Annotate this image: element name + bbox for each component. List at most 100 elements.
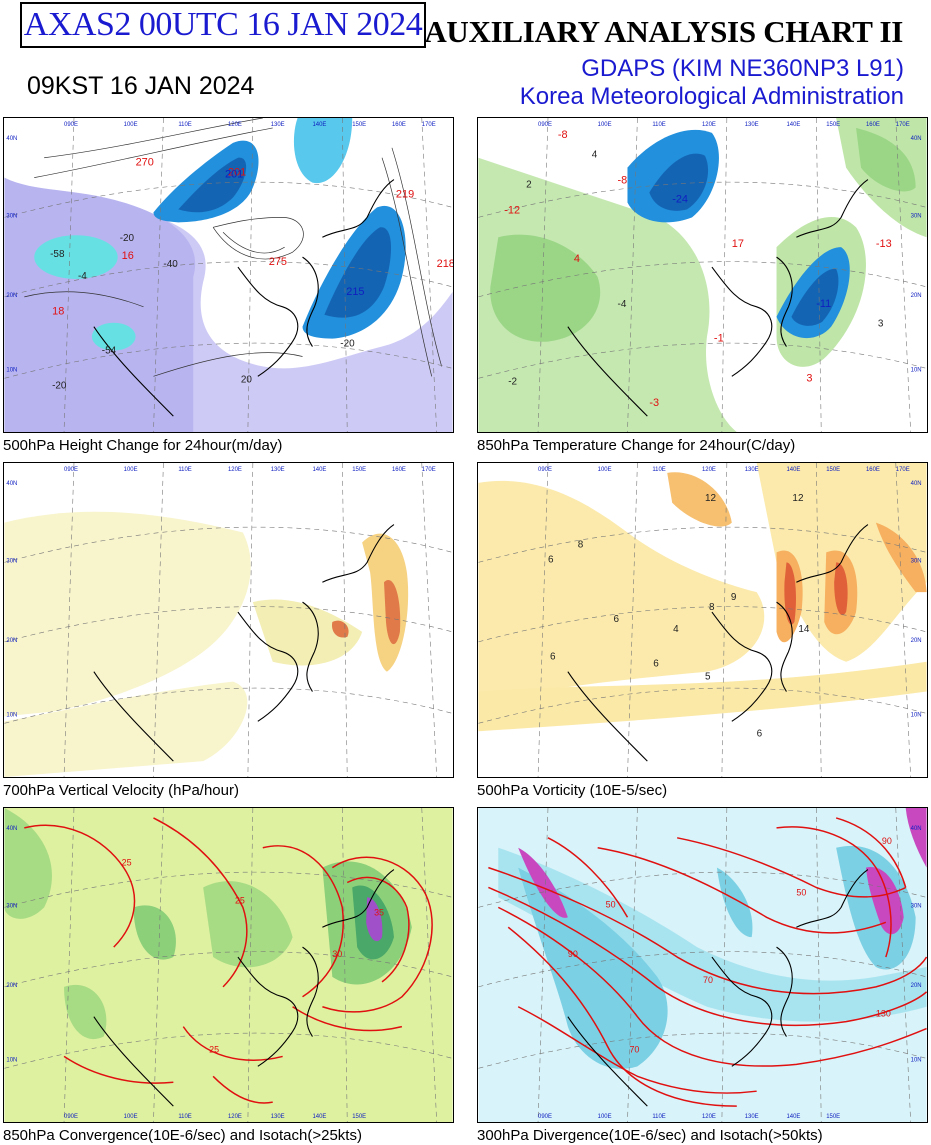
- height-change-label: 270: [136, 157, 154, 169]
- longitude-label: 090E: [64, 122, 78, 128]
- isotach-label: 50: [606, 899, 616, 909]
- temperature-change-label: 17: [732, 238, 744, 250]
- panel-caption: 850hPa Temperature Change for 24hour(C/d…: [477, 437, 796, 454]
- height-change-label: -54: [102, 346, 117, 357]
- latitude-label: 40N: [911, 136, 922, 142]
- longitude-label: 160E: [866, 122, 880, 128]
- longitude-label: 130E: [271, 1114, 285, 1120]
- longitude-label: 090E: [538, 467, 552, 473]
- longitude-label: 140E: [312, 1114, 326, 1120]
- isotach-label: 25: [235, 895, 245, 905]
- longitude-label: 110E: [652, 1114, 665, 1120]
- local-time: 09KST 16 JAN 2024: [27, 72, 255, 100]
- isotach-label: 70: [629, 1044, 639, 1054]
- longitude-label: 150E: [826, 467, 840, 473]
- isotach-label: 50: [796, 887, 806, 897]
- vorticity-label: 8: [578, 539, 584, 550]
- map-panel-500hpa-height-change: 270 201 16 275 219 218 18 201 215 -20 -5…: [3, 117, 454, 433]
- latitude-label: 10N: [911, 1057, 922, 1063]
- isotach-label: 130: [876, 1009, 891, 1019]
- isotach-label: 30: [332, 949, 342, 959]
- vorticity-label: 4: [673, 624, 679, 635]
- temperature-change-label: -4: [618, 299, 627, 310]
- chart-title: AUXILIARY ANALYSIS CHART II: [424, 14, 903, 49]
- latitude-label: 30N: [911, 903, 922, 909]
- height-change-label: 20: [241, 374, 253, 385]
- map-500hpa-height-change: 270 201 16 275 219 218 18 201 215 -20 -5…: [4, 118, 453, 432]
- temperature-change-label: 4: [592, 150, 598, 161]
- isotach-label: 90: [882, 836, 892, 846]
- latitude-label: 10N: [6, 712, 17, 718]
- height-change-label: -4: [78, 271, 87, 282]
- latitude-label: 20N: [911, 293, 922, 299]
- latitude-label: 30N: [911, 213, 922, 219]
- isotach-label: 70: [703, 975, 713, 985]
- longitude-label: 140E: [312, 122, 326, 128]
- map-700hpa-vertical-velocity: 090E 100E 110E 120E 130E 140E 150E 160E …: [4, 463, 453, 777]
- longitude-label: 130E: [745, 467, 759, 473]
- isotach-label: 25: [122, 858, 132, 868]
- vorticity-label: 12: [792, 493, 804, 504]
- latitude-label: 10N: [6, 367, 17, 373]
- latitude-label: 40N: [911, 826, 922, 832]
- isotach-label: 35: [374, 907, 384, 917]
- longitude-label: 100E: [124, 1114, 138, 1120]
- map-500hpa-vorticity: 12 8 6 6 6 6 5 9 14 12 6 8 4 090E 100E 1…: [478, 463, 927, 777]
- longitude-label: 110E: [178, 467, 191, 473]
- longitude-label: 090E: [64, 1114, 78, 1120]
- longitude-label: 140E: [312, 467, 326, 473]
- temperature-change-label: -12: [504, 204, 520, 216]
- panel-caption: 700hPa Vertical Velocity (hPa/hour): [3, 782, 239, 799]
- panel-caption: 500hPa Vorticity (10E-5/sec): [477, 782, 668, 799]
- height-change-label: 18: [52, 306, 64, 318]
- longitude-label: 120E: [702, 122, 716, 128]
- height-change-label: 201: [228, 167, 246, 179]
- vorticity-label: 6: [614, 614, 620, 625]
- latitude-label: 30N: [6, 558, 17, 564]
- longitude-label: 100E: [124, 122, 138, 128]
- longitude-label: 140E: [786, 122, 800, 128]
- longitude-label: 100E: [598, 122, 612, 128]
- longitude-label: 160E: [866, 467, 880, 473]
- height-change-label: -20: [340, 339, 355, 350]
- longitude-label: 110E: [652, 467, 665, 473]
- longitude-label: 150E: [352, 122, 366, 128]
- longitude-label: 100E: [598, 467, 612, 473]
- panel-caption: 300hPa Divergence(10E-6/sec) and Isotach…: [477, 1127, 823, 1144]
- longitude-label: 090E: [64, 467, 78, 473]
- latitude-label: 30N: [6, 903, 17, 909]
- isotach-label: 90: [568, 949, 578, 959]
- temperature-change-label: -2: [508, 376, 517, 387]
- height-change-label: 218: [437, 258, 453, 270]
- temperature-change-label: -8: [558, 129, 568, 141]
- temperature-change-label: -24: [672, 193, 688, 205]
- height-change-label: 16: [122, 250, 134, 262]
- map-panel-700hpa-vertical-velocity: 090E 100E 110E 120E 130E 140E 150E 160E …: [3, 462, 454, 778]
- longitude-label: 130E: [271, 467, 285, 473]
- longitude-label: 150E: [352, 1114, 366, 1120]
- latitude-label: 20N: [6, 293, 17, 299]
- longitude-label: 130E: [745, 122, 759, 128]
- vorticity-label: 6: [653, 659, 659, 670]
- model-name: GDAPS (KIM NE360NP3 L91): [581, 55, 904, 82]
- latitude-label: 10N: [911, 712, 922, 718]
- product-id-box: AXAS2 00UTC 16 JAN 2024: [20, 2, 426, 48]
- isotach-label: 25: [209, 1044, 219, 1054]
- longitude-label: 120E: [702, 467, 716, 473]
- vorticity-label: 6: [757, 728, 763, 739]
- temperature-change-label: 3: [806, 372, 812, 384]
- temperature-change-label: -11: [816, 298, 831, 310]
- latitude-label: 10N: [911, 367, 922, 373]
- height-change-label: 215: [346, 286, 364, 298]
- longitude-label: 120E: [228, 467, 242, 473]
- longitude-label: 110E: [652, 122, 665, 128]
- height-change-label: -20: [120, 233, 135, 244]
- longitude-label: 110E: [178, 1114, 191, 1120]
- latitude-label: 40N: [6, 826, 17, 832]
- latitude-label: 40N: [6, 481, 17, 487]
- longitude-label: 170E: [896, 467, 910, 473]
- longitude-label: 150E: [826, 1114, 840, 1120]
- latitude-label: 20N: [911, 983, 922, 989]
- longitude-label: 090E: [538, 1114, 552, 1120]
- latitude-label: 30N: [911, 558, 922, 564]
